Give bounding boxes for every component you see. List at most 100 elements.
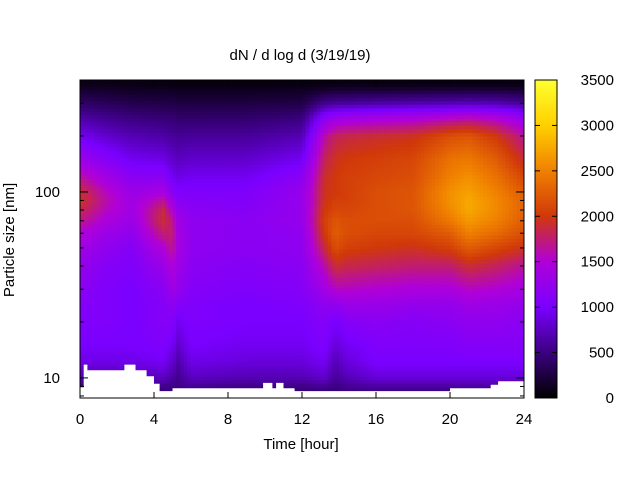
heatmap-cell [187,217,192,222]
heatmap-cell [257,143,262,148]
heatmap-cell [231,281,236,286]
heatmap-cell [139,228,144,233]
heatmap-cell [135,94,140,99]
heatmap-cell [176,168,181,173]
heatmap-cell [157,186,162,191]
heatmap-cell [91,352,96,357]
heatmap-cell [139,337,144,343]
heatmap-cell [279,235,285,240]
heatmap-cell [98,327,103,332]
heatmap-cell [102,147,107,152]
heatmap-cell [120,175,125,180]
heatmap-cell [87,239,92,244]
heatmap-cell [168,341,174,346]
heatmap-cell [172,196,177,201]
heatmap-cell [179,161,185,166]
heatmap-cell [246,164,251,169]
heatmap-cell [272,94,277,99]
heatmap-cell [139,292,144,297]
heatmap-cell [105,80,111,85]
heatmap-cell [253,323,259,328]
heatmap-cell [98,235,103,240]
heatmap-cell [91,178,96,184]
heatmap-cell [253,380,259,385]
heatmap-cell [146,316,151,321]
heatmap-cell [135,323,140,328]
heatmap-cell [231,140,236,145]
heatmap-cell [253,284,259,290]
heatmap-cell [220,111,225,116]
heatmap-cell [246,97,251,102]
heatmap-cell [191,277,196,282]
heatmap-cell [105,256,111,261]
heatmap-cell [165,302,170,307]
heatmap-cell [161,143,166,148]
heatmap-cell [261,97,266,102]
heatmap-cell [257,246,262,251]
heatmap-cell [146,217,151,222]
heatmap-cell [120,306,125,311]
heatmap-cell [94,341,100,346]
heatmap-cell [250,235,255,240]
heatmap-cell [242,122,248,127]
heatmap-cell [187,178,192,184]
heatmap-cell [120,122,125,127]
heatmap-cell [105,122,111,127]
heatmap-cell [224,115,229,120]
heatmap-cell [168,373,174,378]
heatmap-cell [268,337,273,343]
heatmap-cell [102,83,107,88]
heatmap-cell [117,362,122,367]
heatmap-cell [276,235,281,240]
heatmap-cell [179,327,185,332]
heatmap-cell [246,348,251,353]
heatmap-cell [146,295,151,300]
heatmap-cell [142,277,148,282]
heatmap-cell [105,242,111,247]
heatmap-cell [165,362,170,367]
heatmap-cell [194,330,199,335]
heatmap-cell [87,80,92,85]
heatmap-cell [246,94,251,99]
heatmap-cell [276,292,281,297]
heatmap-cell [146,168,151,173]
heatmap-cell [202,355,207,360]
heatmap-cell [194,189,199,194]
heatmap-cell [250,256,255,261]
heatmap-cell [257,330,262,335]
heatmap-cell [242,253,248,258]
heatmap-cell [216,231,222,237]
heatmap-cell [120,239,125,244]
heatmap-cell [202,150,207,155]
heatmap-cell [139,143,144,148]
heatmap-cell [98,143,103,148]
heatmap-cell [146,122,151,127]
heatmap-cell [135,125,140,131]
heatmap-cell [205,203,211,208]
heatmap-cell [113,270,118,275]
heatmap-cell [268,253,273,258]
heatmap-cell [250,253,255,258]
heatmap-cell [128,270,133,275]
heatmap-cell [250,231,255,237]
heatmap-cell [246,87,251,92]
heatmap-cell [228,150,233,155]
heatmap-cell [272,362,277,367]
heatmap-cell [113,164,118,169]
heatmap-cell [268,207,273,212]
heatmap-cell [279,147,285,152]
heatmap-cell [205,313,211,318]
heatmap-cell [120,189,125,194]
heatmap-cell [202,277,207,282]
heatmap-cell [109,362,114,367]
heatmap-cell [239,115,244,120]
heatmap-cell [183,90,188,95]
heatmap-cell [279,352,285,357]
heatmap-cell [168,94,174,99]
heatmap-cell [154,140,159,145]
heatmap-cell [135,295,140,300]
heatmap-cell [165,274,170,279]
heatmap-cell [146,171,151,176]
heatmap-cell [231,101,236,106]
heatmap-cell [94,87,100,92]
